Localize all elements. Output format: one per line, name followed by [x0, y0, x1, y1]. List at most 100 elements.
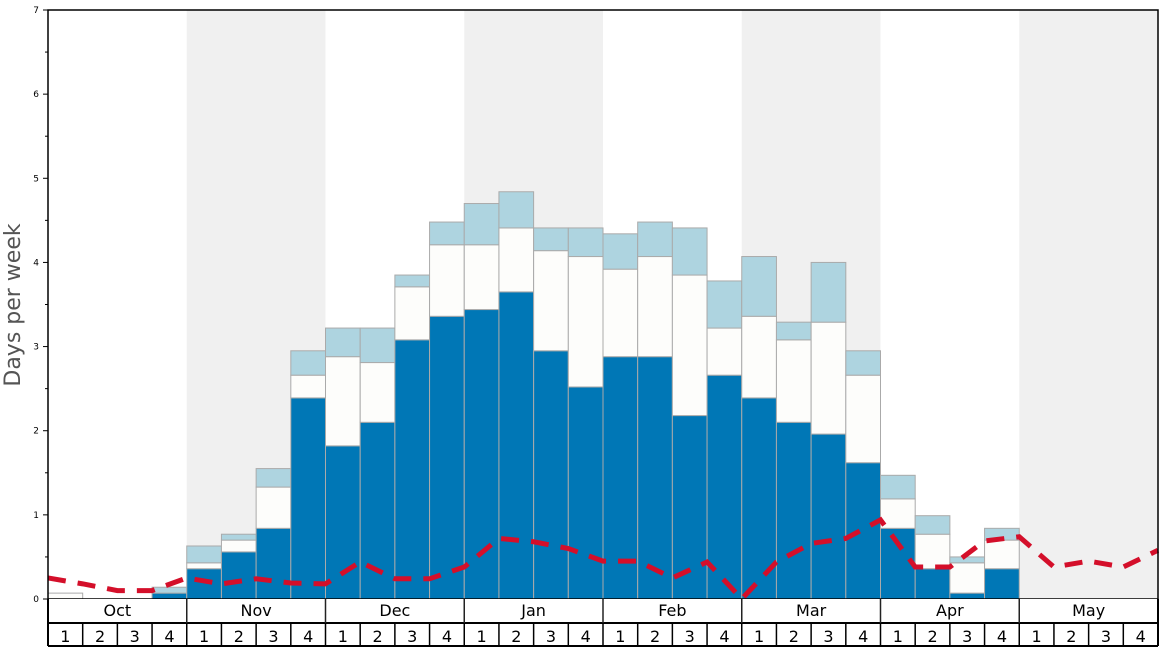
month-label: Dec	[379, 601, 410, 620]
week-label: 1	[60, 627, 70, 646]
bar-segment-bottom	[567, 386, 604, 600]
week-label: 3	[685, 627, 695, 646]
bar-segment-middle	[775, 339, 812, 423]
y-tick-label: 5	[33, 174, 39, 184]
bar-segment-middle	[186, 562, 222, 570]
bar-segment-top	[602, 233, 639, 270]
week-label: 1	[754, 627, 764, 646]
y-tick-label: 7	[33, 6, 39, 16]
bar-segment-middle	[949, 562, 986, 594]
bar-segment-middle	[290, 374, 326, 399]
bar-segment-middle	[602, 268, 639, 358]
week-label: 2	[234, 627, 244, 646]
y-tick-label: 2	[33, 427, 39, 437]
week-label: 3	[130, 627, 140, 646]
bar-segment-top	[775, 321, 812, 341]
bar-segment-bottom	[394, 339, 431, 600]
stacked-bars	[47, 191, 1020, 600]
week-label: 4	[303, 627, 313, 646]
month-label: Oct	[104, 601, 132, 620]
bar-segment-bottom	[914, 568, 951, 600]
bar-segment-top	[325, 327, 361, 358]
bar-segment-middle	[394, 286, 431, 341]
week-label: 3	[268, 627, 278, 646]
week-label: 2	[95, 627, 105, 646]
week-label: 1	[199, 627, 209, 646]
bar-segment-bottom	[151, 592, 188, 600]
month-label: Jan	[520, 601, 546, 620]
bar-segment-middle	[498, 227, 535, 293]
week-label: 4	[164, 627, 174, 646]
y-tick-label: 1	[33, 511, 39, 521]
bar-segment-top	[880, 474, 916, 500]
week-label: 3	[962, 627, 972, 646]
bar-segment-top	[151, 586, 188, 594]
bar-segment-top	[186, 545, 222, 564]
bar-segment-middle	[359, 362, 396, 423]
bar-segment-top	[706, 280, 743, 329]
week-label: 3	[1101, 627, 1111, 646]
week-label: 1	[1032, 627, 1042, 646]
week-label: 4	[858, 627, 868, 646]
bar-segment-bottom	[325, 445, 361, 600]
bar-segment-top	[533, 227, 569, 252]
bar-segment-bottom	[706, 374, 743, 600]
week-label: 2	[511, 627, 521, 646]
bar-segment-bottom	[290, 397, 326, 600]
week-label: 4	[442, 627, 452, 646]
bar-segment-top	[810, 261, 847, 323]
month-shade-may	[1019, 10, 1158, 599]
bar-segment-top	[637, 221, 673, 258]
bar-segment-middle	[880, 498, 916, 529]
bar-segment-middle	[47, 592, 84, 600]
bar-segment-top	[359, 327, 396, 364]
week-label: 1	[615, 627, 625, 646]
week-label: 3	[546, 627, 556, 646]
bar-segment-top	[220, 533, 257, 541]
bar-segment-bottom	[810, 433, 847, 600]
bar-segment-bottom	[949, 592, 986, 600]
month-label: Mar	[796, 601, 827, 620]
bar-segment-top	[567, 227, 604, 258]
week-label: 2	[650, 627, 660, 646]
bar-segment-bottom	[533, 350, 569, 600]
week-label: 2	[1066, 627, 1076, 646]
bar-segment-bottom	[429, 315, 465, 600]
x-axis: Oct 1 2 3 4 Nov 1 2 3 4 Dec 1 2 3 4 Jan 1 2 3 4 Feb 1 2 3 4 Mar 1 2…	[47, 599, 1159, 647]
bar-segment-top	[914, 515, 951, 535]
y-tick-label: 4	[33, 258, 39, 268]
bar-segment-top	[290, 350, 326, 376]
bar-segment-top	[255, 468, 292, 488]
bar-segment-bottom	[255, 527, 292, 600]
week-label: 2	[789, 627, 799, 646]
dashed-trend-line	[47, 516, 1160, 603]
bar-segment-bottom	[498, 291, 535, 600]
week-label: 4	[1136, 627, 1146, 646]
bar-segment-top	[394, 274, 431, 288]
month-label: Nov	[241, 601, 272, 620]
bar-segment-middle	[429, 244, 465, 317]
bar-segment-bottom	[775, 421, 812, 600]
bar-segment-middle	[984, 539, 1020, 570]
bar-segment-middle	[637, 256, 673, 358]
bar-segment-middle	[706, 327, 743, 376]
month-label: Feb	[658, 601, 686, 620]
bar-segment-bottom	[984, 568, 1020, 600]
bar-segment-top	[671, 227, 708, 276]
week-label: 4	[581, 627, 591, 646]
week-label: 1	[477, 627, 487, 646]
bar-segment-middle	[914, 533, 951, 570]
bar-segment-bottom	[220, 551, 257, 600]
bar-segment-top	[429, 221, 465, 246]
bar-segment-bottom	[186, 568, 222, 600]
y-tick-label: 0	[33, 595, 39, 605]
bar-segment-middle	[845, 374, 881, 464]
bar-segment-middle	[533, 250, 569, 352]
bar-segment-middle	[255, 486, 292, 529]
bar-segment-top	[949, 556, 986, 564]
week-label: 2	[927, 627, 937, 646]
bar-segment-bottom	[845, 462, 881, 600]
week-label: 3	[407, 627, 417, 646]
bar-segment-middle	[567, 256, 604, 388]
